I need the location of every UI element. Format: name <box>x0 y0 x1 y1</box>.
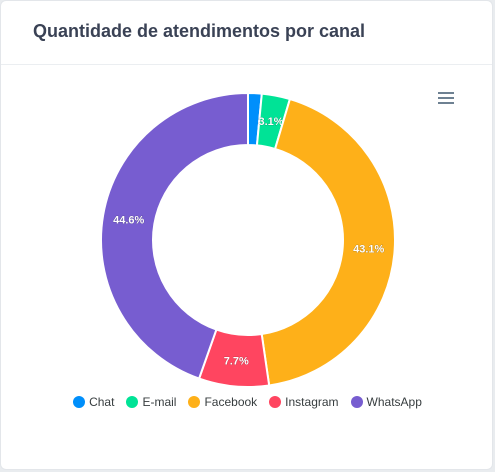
donut-slice-whatsapp[interactable] <box>100 91 249 380</box>
donut-chart: 3.1% 43.1% 7.7% 44.6% <box>100 91 396 388</box>
legend-label: Chat <box>89 395 115 409</box>
data-label-whatsapp: 44.6% <box>113 215 144 227</box>
legend-item-chat[interactable]: Chat <box>73 395 114 409</box>
legend-marker <box>73 396 86 408</box>
chart-menu-icon[interactable] <box>435 89 457 105</box>
legend-label: WhatsApp <box>366 395 422 409</box>
data-label-facebook: 43.1% <box>353 244 384 256</box>
card-title: Quantidade de atendimentos por canal <box>33 21 366 41</box>
legend-item-facebook[interactable]: Facebook <box>188 395 257 409</box>
data-label-instagram: 7.7% <box>224 355 249 367</box>
legend-marker <box>188 396 201 408</box>
legend-marker <box>126 396 139 408</box>
data-label-e-mail: 3.1% <box>259 116 284 128</box>
donut-slice-facebook[interactable] <box>260 97 396 387</box>
legend-label: Facebook <box>204 395 258 409</box>
card-header: Quantidade de atendimentos por canal <box>1 1 492 65</box>
legend-marker <box>350 396 363 408</box>
chart-legend: Chat E-mail Facebook Instagram WhatsApp <box>1 395 494 409</box>
legend-item-whatsapp[interactable]: WhatsApp <box>350 395 422 409</box>
legend-item-e-mail[interactable]: E-mail <box>126 395 176 409</box>
legend-item-instagram[interactable]: Instagram <box>269 395 339 409</box>
legend-label: Instagram <box>285 395 339 409</box>
legend-marker <box>269 396 282 408</box>
legend-label: E-mail <box>142 395 177 409</box>
